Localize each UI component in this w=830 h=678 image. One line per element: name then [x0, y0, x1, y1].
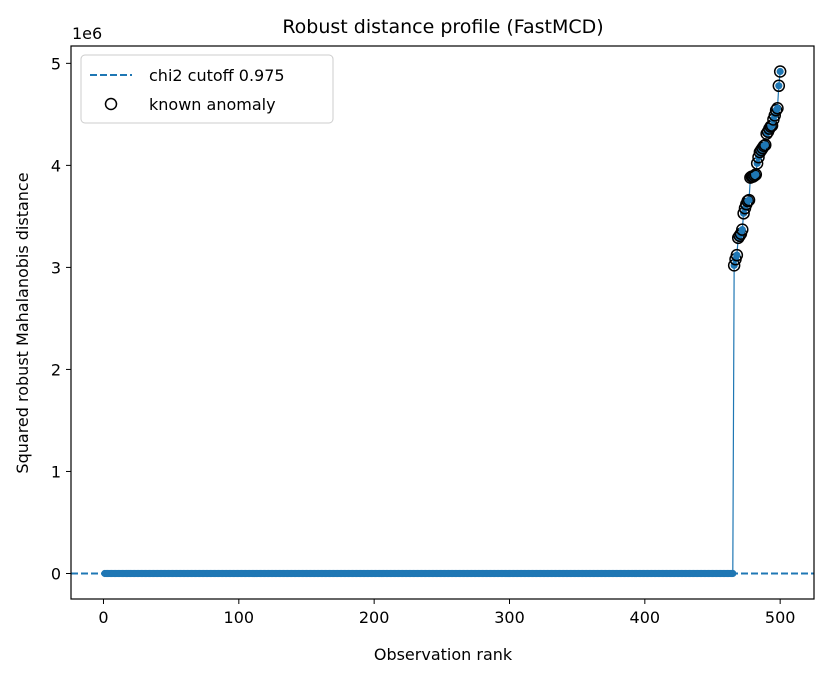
plot-area — [70, 45, 815, 600]
x-tick-label: 300 — [494, 608, 525, 627]
axes-frame — [70, 45, 815, 600]
anomaly-ring — [773, 65, 787, 78]
anomaly-ring — [757, 139, 771, 153]
y-tick-label: 0 — [51, 564, 61, 583]
anomaly-ring — [769, 104, 783, 117]
anomaly-point — [738, 226, 746, 234]
legend-anomaly-swatch — [104, 97, 118, 111]
legend: chi2 cutoff 0.975 known anomaly — [80, 54, 334, 124]
anomaly-ring — [772, 79, 786, 93]
anomaly-point — [733, 251, 741, 259]
x-tick-label: 500 — [765, 608, 796, 627]
x-tick-label: 400 — [630, 608, 661, 627]
anomaly-ring — [742, 193, 756, 207]
anomaly-ring — [741, 194, 754, 208]
anomaly-point — [745, 196, 753, 204]
legend-cutoff-label: chi2 cutoff 0.975 — [149, 66, 285, 85]
anomaly-point — [761, 141, 769, 149]
anomaly-ring — [736, 223, 749, 236]
y-axis-label: Squared robust Mahalanobis distance — [13, 172, 32, 473]
y-tick-label: 3 — [51, 258, 61, 277]
chart-title: Robust distance profile (FastMCD) — [282, 16, 603, 38]
anomaly-ring — [756, 141, 769, 155]
x-tick-label: 200 — [359, 608, 390, 627]
y-tick-label: 4 — [51, 156, 61, 175]
anomaly-point — [776, 67, 784, 76]
x-tick-label: 100 — [224, 608, 255, 627]
profile-point — [729, 569, 737, 578]
x-axis-label: Observation rank — [374, 645, 513, 664]
y-tick-label: 2 — [51, 360, 61, 379]
anomaly-ring — [730, 248, 744, 262]
y-axis-offset-label: 1e6 — [72, 24, 102, 43]
x-axis-ticks: 0 100 200 300 400 500 — [98, 599, 795, 627]
legend-anomaly-label: known anomaly — [149, 95, 276, 114]
y-tick-label: 1 — [51, 462, 61, 481]
anomaly-point — [775, 82, 783, 90]
legend-box — [80, 54, 334, 124]
x-tick-label: 0 — [98, 608, 108, 627]
y-axis-ticks: 0 1 2 3 4 5 — [51, 54, 71, 583]
anomaly-point — [773, 104, 782, 112]
anomaly-point — [752, 170, 760, 179]
anomaly-ring — [771, 101, 784, 115]
anomaly-ring — [748, 169, 761, 182]
y-tick-label: 5 — [51, 54, 61, 73]
chart-marks — [71, 65, 814, 578]
